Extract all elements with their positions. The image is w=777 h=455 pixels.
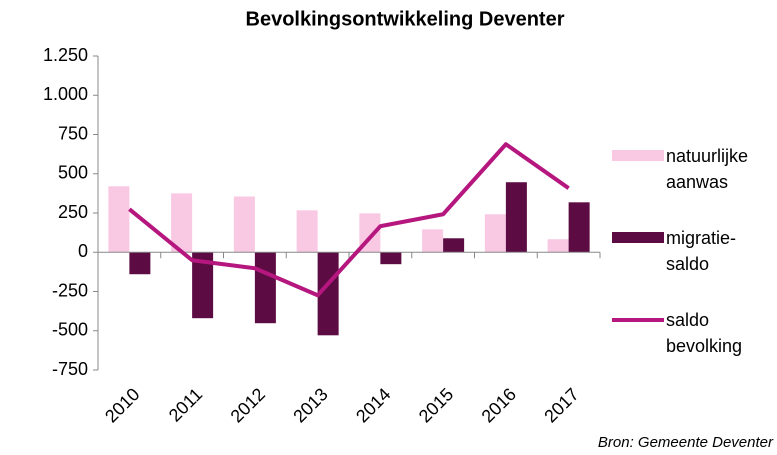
x-tick-label: 2014 bbox=[352, 384, 394, 426]
x-tick-label: 2016 bbox=[478, 384, 520, 426]
source: Bron: Gemeente Deventer bbox=[597, 434, 773, 451]
bar bbox=[296, 210, 318, 253]
y-tick-label: 250 bbox=[58, 202, 88, 222]
y-tick-label: 500 bbox=[58, 163, 88, 183]
bar bbox=[108, 186, 130, 253]
bar bbox=[422, 229, 444, 253]
bar bbox=[547, 239, 569, 253]
x-tick-label: 2010 bbox=[101, 384, 143, 426]
bar bbox=[484, 214, 506, 253]
bar bbox=[254, 252, 276, 324]
legend-label: migratie-saldo bbox=[666, 228, 737, 274]
bar bbox=[233, 196, 255, 253]
legend-label: natuurlijke aanwas bbox=[666, 146, 749, 192]
legend-label: saldo bevolking bbox=[666, 310, 743, 356]
x-tick-label: 2017 bbox=[540, 384, 582, 426]
x-tick-label: 2013 bbox=[289, 384, 331, 426]
y-tick-label: 750 bbox=[58, 123, 88, 143]
legend-swatch bbox=[612, 232, 664, 243]
x-tick-label: 2012 bbox=[227, 384, 269, 426]
x-tick-label: 2015 bbox=[415, 384, 457, 426]
bar bbox=[568, 202, 590, 253]
x-tick-label: 2011 bbox=[165, 384, 207, 426]
y-tick-label: -250 bbox=[52, 280, 88, 300]
legend-swatch bbox=[612, 150, 664, 161]
bar bbox=[505, 182, 527, 253]
chart-title: Bevolkingsontwikkeling Deventer bbox=[246, 8, 565, 30]
bar bbox=[129, 252, 151, 275]
y-tick-label: 1.250 bbox=[43, 45, 88, 65]
y-tick-label: 1.000 bbox=[43, 84, 88, 104]
bar bbox=[317, 252, 339, 336]
y-tick-label: 0 bbox=[78, 241, 88, 261]
bar bbox=[192, 252, 214, 319]
bar bbox=[380, 252, 402, 265]
y-tick-label: -750 bbox=[52, 359, 88, 379]
line-series bbox=[128, 142, 570, 298]
bar bbox=[443, 238, 465, 253]
y-tick-label: -500 bbox=[52, 320, 88, 340]
bar bbox=[171, 193, 193, 253]
